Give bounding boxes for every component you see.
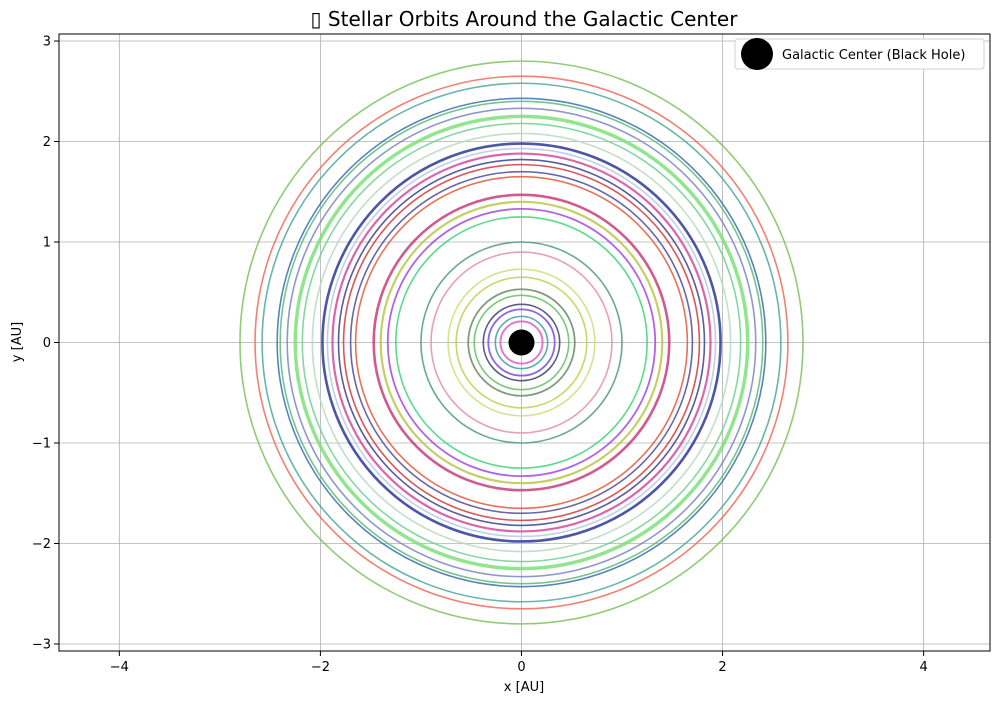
y-tick-label: 0 bbox=[43, 336, 51, 351]
orbit-path bbox=[293, 114, 750, 571]
orbit-series bbox=[239, 60, 804, 625]
y-tick-label: −3 bbox=[32, 637, 51, 652]
x-tick-label: 0 bbox=[517, 660, 525, 675]
orbit-path bbox=[331, 152, 712, 533]
chart-title: ▯ Stellar Orbits Around the Galactic Cen… bbox=[311, 7, 739, 31]
y-tick-label: 3 bbox=[43, 35, 51, 50]
legend: Galactic Center (Black Hole) bbox=[734, 38, 985, 70]
black-hole-marker bbox=[508, 329, 535, 356]
x-tick-label: 4 bbox=[920, 660, 928, 675]
orbit-path bbox=[354, 175, 689, 510]
orbit-path bbox=[276, 97, 767, 588]
orbit-path bbox=[386, 207, 657, 478]
x-axis-label: x [AU] bbox=[504, 680, 544, 695]
orbit-path bbox=[286, 107, 757, 578]
orbit-path bbox=[342, 163, 701, 522]
x-tick-label: −2 bbox=[311, 660, 330, 675]
orbit-path bbox=[447, 268, 596, 417]
legend-label-black-hole: Galactic Center (Black Hole) bbox=[782, 48, 965, 63]
y-axis-ticks: −3 −2 −1 0 1 2 3 bbox=[32, 35, 59, 652]
orbit-path bbox=[261, 82, 782, 603]
orbit-path bbox=[482, 303, 561, 382]
orbit-path bbox=[430, 251, 613, 434]
orbit-path bbox=[455, 276, 588, 409]
orbit-path bbox=[499, 320, 544, 365]
orbit-path bbox=[473, 294, 570, 391]
orbit-path bbox=[349, 170, 694, 515]
orbit-path bbox=[279, 100, 764, 585]
orbit-path bbox=[395, 216, 648, 469]
legend-box bbox=[734, 38, 985, 70]
orbit-path bbox=[337, 158, 706, 527]
orbit-path bbox=[326, 147, 717, 538]
y-tick-label: 2 bbox=[43, 135, 51, 150]
orbit-path bbox=[254, 75, 789, 610]
orbit-path bbox=[321, 142, 722, 543]
galactic-center bbox=[508, 329, 535, 356]
orbit-path bbox=[239, 60, 804, 625]
legend-marker-black-hole bbox=[741, 38, 773, 70]
x-axis-ticks: −4 −2 0 2 4 bbox=[110, 651, 928, 675]
orbit-path bbox=[379, 200, 664, 485]
orbit-path bbox=[494, 315, 549, 370]
y-tick-label: −1 bbox=[32, 436, 51, 451]
orbit-path bbox=[420, 241, 623, 444]
orbit-path bbox=[372, 193, 671, 492]
x-tick-label: 2 bbox=[718, 660, 726, 675]
y-tick-label: −2 bbox=[32, 537, 51, 552]
orbit-path bbox=[467, 288, 576, 397]
y-axis-label: y [AU] bbox=[10, 322, 25, 362]
orbit-path bbox=[311, 132, 732, 553]
x-tick-label: −4 bbox=[110, 660, 129, 675]
orbit-path bbox=[487, 308, 556, 377]
orbit-path bbox=[301, 122, 742, 563]
y-tick-label: 1 bbox=[43, 236, 51, 251]
